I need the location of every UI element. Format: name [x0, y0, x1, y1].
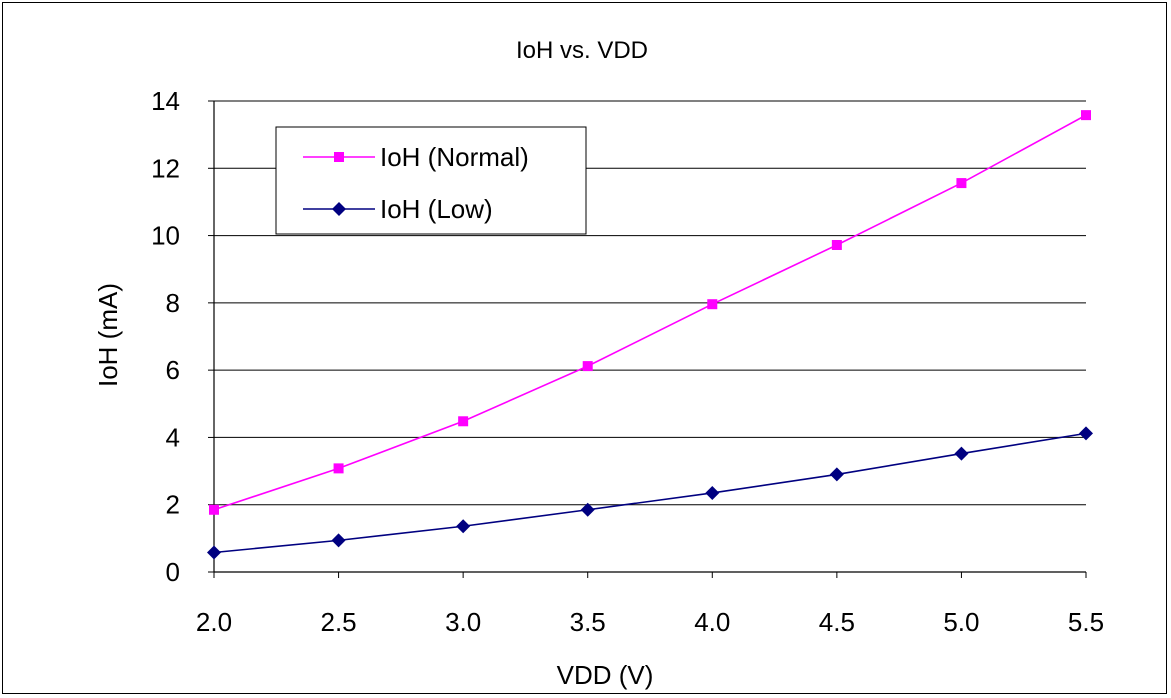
data-point	[829, 467, 844, 482]
data-point	[1079, 426, 1093, 441]
data-point	[458, 416, 469, 427]
x-tick-label: 3.0	[445, 607, 481, 637]
x-axis-label: VDD (V)	[557, 660, 654, 690]
data-point	[705, 485, 720, 500]
x-tick-label: 3.5	[570, 607, 606, 637]
data-point	[456, 519, 471, 534]
y-tick-label: 10	[151, 221, 180, 251]
data-point	[207, 545, 221, 560]
data-point	[209, 504, 219, 515]
x-tick-label: 2.5	[320, 607, 356, 637]
data-point	[333, 463, 344, 474]
data-point	[331, 533, 346, 548]
series-line	[213, 432, 1087, 554]
legend-marker	[334, 152, 344, 162]
legend-label: IoH (Normal)	[380, 142, 529, 172]
y-tick-label: 6	[166, 355, 180, 385]
x-tick-label: 4.5	[819, 607, 855, 637]
data-point	[956, 178, 967, 189]
series-line	[213, 114, 1087, 511]
data-point	[954, 446, 969, 461]
y-tick-label: 12	[151, 153, 180, 183]
legend-label: IoH (Low)	[380, 194, 493, 224]
x-tick-label: 4.0	[694, 607, 730, 637]
data-point	[580, 502, 595, 517]
series-ioh-low	[207, 426, 1093, 560]
y-tick-label: 0	[166, 557, 180, 587]
data-point	[1081, 110, 1091, 121]
series	[207, 110, 1093, 560]
y-tick-label: 8	[166, 288, 180, 318]
y-tick-label: 4	[166, 422, 180, 452]
legend-box	[275, 126, 587, 235]
chart-svg: IoH vs. VDD 0 2 4 6 8 10 12 14 2.0 2.5 3.0 3.5 4.0 4…	[93, 37, 1104, 690]
y-tick-labels: 0 2 4 6 8 10 12 14	[151, 86, 180, 587]
x-tick-labels: 2.0 2.5 3.0 3.5 4.0 4.5 5.0 5.5	[196, 607, 1104, 637]
chart-title: IoH vs. VDD	[516, 37, 648, 64]
series-ioh-normal	[209, 110, 1091, 515]
legend-marker	[332, 202, 346, 216]
data-point	[707, 299, 718, 310]
y-tick-label: 2	[166, 490, 180, 520]
x-tick-label: 2.0	[196, 607, 232, 637]
y-tick-label: 14	[151, 86, 180, 116]
legend: IoH (Normal) IoH (Low)	[275, 126, 587, 235]
data-point	[582, 361, 593, 372]
x-tick-label: 5.5	[1068, 607, 1104, 637]
y-axis-label: IoH (mA)	[93, 283, 123, 387]
axes	[208, 100, 1087, 578]
data-point	[831, 239, 842, 250]
x-tick-label: 5.0	[943, 607, 979, 637]
